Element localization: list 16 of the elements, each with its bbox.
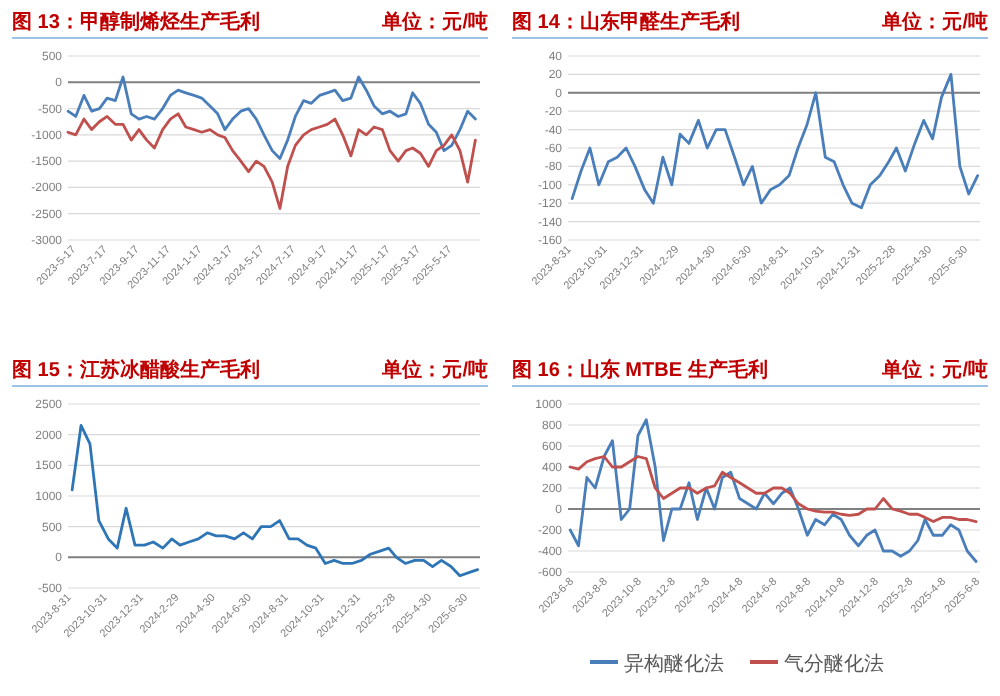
chart-subtitle: 单位：元/吨 (880, 358, 988, 382)
chart-title: 图 13：甲醇制烯烃生产毛利 (12, 10, 260, 34)
chart-subtitle: 单位：元/吨 (380, 10, 488, 34)
chart-title: 图 16：山东 MTBE 生产毛利 (512, 358, 768, 382)
legend-label: 异构醚化法 (624, 652, 724, 676)
line-series (66, 75, 477, 160)
line-series (66, 112, 477, 210)
line-series (568, 455, 978, 523)
line-series (570, 73, 980, 210)
chart-subtitle: 单位：元/吨 (380, 358, 488, 382)
line-series (70, 424, 480, 578)
chart-title: 图 14：山东甲醛生产毛利 (512, 10, 740, 34)
legend-label: 气分醚化法 (784, 652, 884, 676)
line-series (568, 418, 978, 563)
chart-subtitle: 单位：元/吨 (880, 10, 988, 34)
chart-title: 图 15：江苏冰醋酸生产毛利 (12, 358, 260, 382)
